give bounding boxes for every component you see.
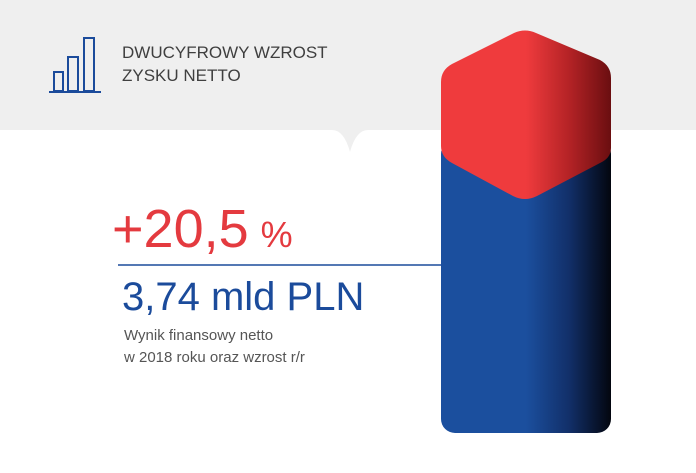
bar-icon xyxy=(49,37,101,93)
description-line: Wynik finansowy netto xyxy=(124,327,273,344)
column-cap xyxy=(441,30,611,199)
amount: 3,74 mld PLN xyxy=(122,275,364,319)
change: +20,5% xyxy=(112,199,293,259)
column-body xyxy=(441,140,611,433)
header-title: ZYSKU NETTO xyxy=(122,66,241,85)
change-unit: % xyxy=(261,214,293,255)
change-value: +20,5 xyxy=(112,199,249,259)
description-line: w 2018 roku oraz wzrost r/r xyxy=(123,349,305,366)
header-title: DWUCYFROWY WZROST xyxy=(122,43,328,62)
